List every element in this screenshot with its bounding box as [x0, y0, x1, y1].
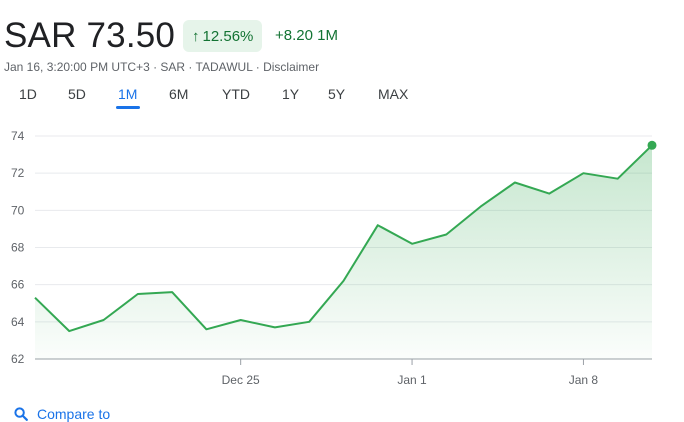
range-active-indicator	[116, 106, 140, 109]
y-tick-label: 74	[11, 129, 25, 143]
price-line	[34, 144, 653, 333]
y-tick-label: 72	[11, 166, 25, 180]
change-value: +8.20	[275, 27, 313, 44]
range-tab-1d[interactable]: 1D	[19, 86, 37, 102]
quote-meta: Jan 16, 3:20:00 PM UTC+3 · SAR · TADAWUL…	[4, 60, 320, 74]
change-period: 1M	[317, 27, 338, 44]
y-tick-label: 64	[11, 315, 25, 329]
last-price-point	[647, 140, 657, 150]
y-tick-label: 70	[11, 203, 25, 217]
y-tick-label: 66	[11, 278, 25, 292]
y-axis: 62 64 66 68 70 72 74	[11, 129, 25, 366]
y-tick-label: 68	[11, 241, 25, 255]
price-points	[647, 140, 657, 150]
change-percent-badge: ↑ 12.56%	[183, 20, 263, 52]
range-tab-5d[interactable]: 5D	[68, 86, 86, 102]
x-tick-label: Jan 8	[569, 373, 599, 387]
compare-to-label: Compare to	[37, 406, 111, 422]
search-icon	[14, 407, 28, 421]
x-axis: Dec 25 Jan 1 Jan 8	[222, 359, 599, 387]
range-tab-5y[interactable]: 5Y	[328, 86, 346, 102]
range-tab-1m[interactable]: 1M	[118, 86, 138, 102]
price-chart: 62 64 66 68 70 72 74 Dec 25 Jan 1 Jan 8	[11, 129, 657, 387]
range-tab-6m[interactable]: 6M	[169, 86, 189, 102]
range-tab-max[interactable]: MAX	[378, 86, 409, 102]
y-tick-label: 62	[11, 352, 25, 366]
compare-to-button[interactable]: Compare to	[14, 406, 110, 422]
price-area	[35, 145, 652, 359]
change-summary: +8.20 1M	[275, 27, 338, 44]
x-tick-label: Jan 1	[397, 373, 427, 387]
price: SAR 73.50	[4, 16, 176, 55]
x-tick-label: Dec 25	[222, 373, 260, 387]
arrow-up-icon: ↑	[192, 27, 200, 45]
change-percent: 12.56%	[202, 27, 254, 45]
range-tab-1y[interactable]: 1Y	[282, 86, 300, 102]
range-tab-ytd[interactable]: YTD	[222, 86, 250, 102]
